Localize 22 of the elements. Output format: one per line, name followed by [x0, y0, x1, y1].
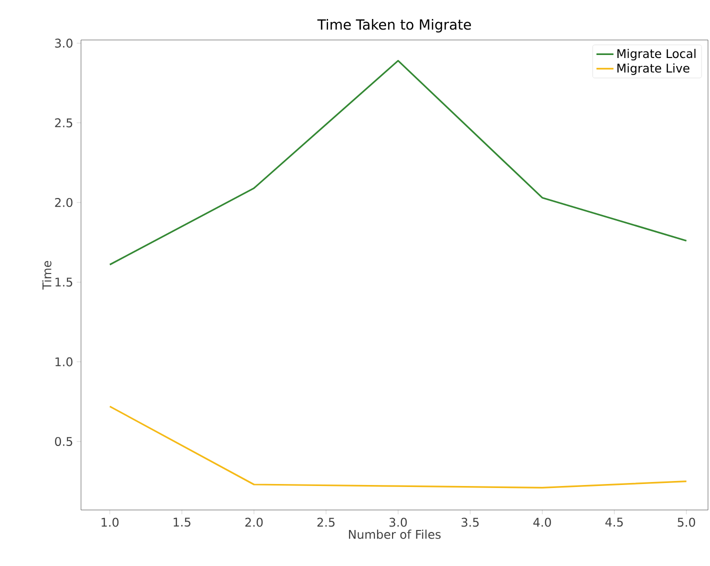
x-axis-title: Number of Files [348, 530, 441, 539]
y-tick-label: 1.5 [56, 278, 72, 287]
y-tick-label: 3.0 [55, 38, 72, 48]
x-tick-label: 1.5 [174, 518, 190, 527]
x-tick-label: 2.0 [245, 518, 263, 527]
x-tick-label: 3.5 [462, 518, 479, 527]
chart-title: Time Taken to Migrate [317, 18, 471, 32]
y-axis-title: Time [42, 260, 52, 290]
line-series [109, 406, 688, 488]
x-tick-label: 2.5 [317, 518, 335, 527]
x-tick-label: 5.0 [678, 518, 696, 527]
legend-label: Migrate Live [617, 63, 690, 75]
x-tick-label: 4.5 [605, 518, 623, 527]
y-tick-label: 2.5 [55, 118, 72, 128]
y-tick-label: 2.0 [55, 198, 72, 208]
line-series [109, 60, 688, 266]
y-tick-label: 1.0 [56, 357, 72, 366]
y-tick-label: 0.5 [55, 436, 72, 446]
x-tick-label: 1.0 [102, 518, 119, 527]
x-tick-label: 3.0 [390, 518, 407, 527]
x-tick-label: 4.0 [533, 518, 551, 527]
legend-label: Migrate Local [617, 48, 696, 60]
